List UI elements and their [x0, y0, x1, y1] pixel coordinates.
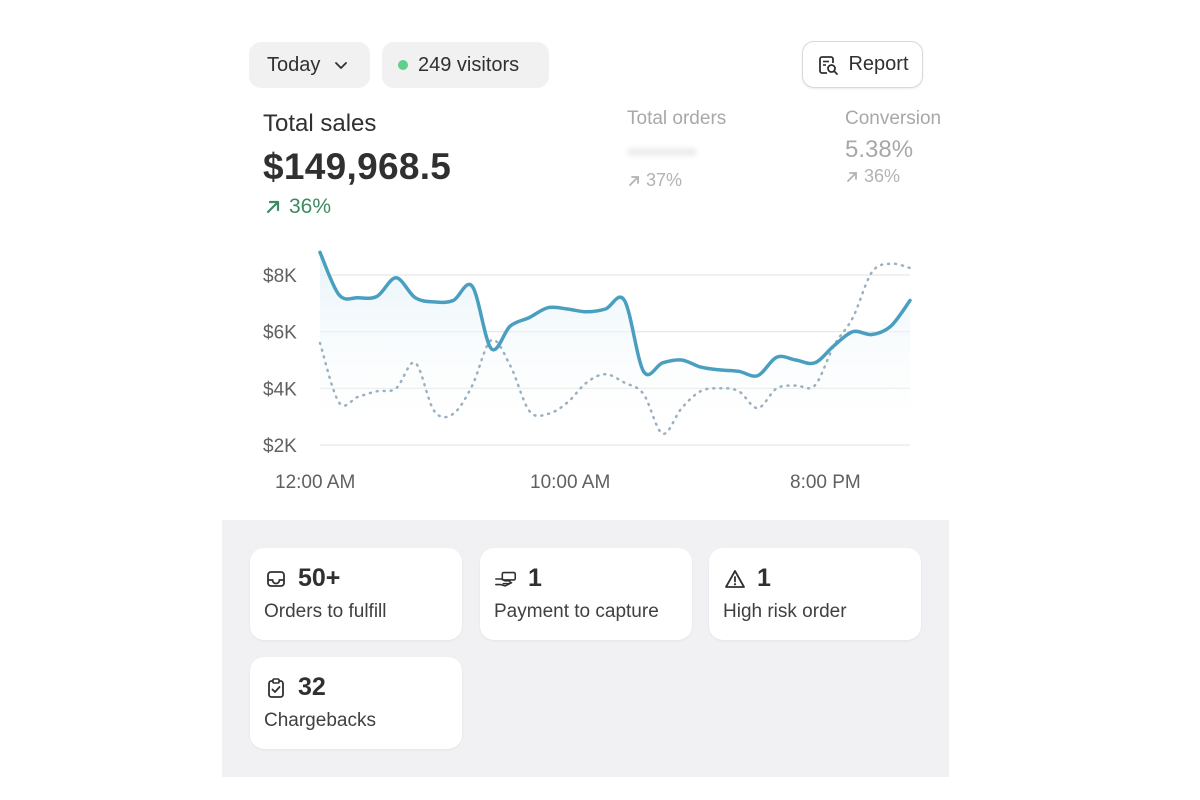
arrow-up-right-icon [627, 174, 641, 188]
x-tick-label: 8:00 PM [790, 472, 861, 493]
tile-label: High risk order [723, 601, 847, 622]
tile-orders-to-fulfill[interactable]: 50+ Orders to fulfill [250, 548, 462, 640]
total-sales-value: $149,968.5 [263, 146, 452, 187]
action-tiles-panel: 50+ Orders to fulfill 1 Payment to captu… [222, 520, 949, 777]
hand-money-icon [494, 567, 518, 591]
y-tick-label: $6K [263, 323, 297, 344]
tile-value: 32 [298, 673, 326, 701]
period-dropdown[interactable]: Today [249, 42, 370, 88]
inbox-icon [264, 567, 288, 591]
sales-overview-card: Today 249 visitors Report Total sales $1… [222, 0, 949, 777]
series-line-dotted [318, 262, 912, 435]
conversion-metric[interactable]: Conversion 5.38% 36% [845, 108, 949, 187]
x-tick-label: 12:00 AM [275, 472, 355, 493]
tile-value: 1 [757, 564, 771, 592]
y-tick-label: $2K [263, 436, 297, 457]
chevron-down-icon [330, 53, 352, 77]
tile-label: Chargebacks [264, 710, 376, 731]
period-label: Today [267, 53, 321, 76]
series-line-solid [318, 250, 912, 378]
total-sales-trend: 36% [263, 195, 331, 219]
tile-label: Orders to fulfill [264, 601, 387, 622]
visitors-badge: 249 visitors [382, 42, 549, 88]
total-orders-value-hidden [627, 148, 697, 156]
report-search-icon [816, 53, 840, 77]
report-label: Report [848, 53, 909, 75]
x-tick-label: 10:00 AM [530, 472, 610, 493]
series-area-fill [320, 252, 910, 445]
total-sales-label: Total sales [263, 110, 377, 137]
clipboard-check-icon [264, 676, 288, 700]
conversion-value: 5.38% [845, 136, 914, 163]
y-tick-label: $4K [263, 379, 297, 400]
arrow-up-right-icon [263, 197, 283, 217]
total-orders-label: Total orders [627, 108, 727, 129]
total-orders-metric[interactable]: Total orders 37% [627, 108, 726, 191]
sales-line-chart: $8K $6K $4K $2K 12:00 AM 10:00 AM 8:00 PM [263, 250, 912, 493]
visitors-label: 249 visitors [418, 53, 520, 76]
y-tick-label: $8K [263, 266, 297, 287]
total-sales-trend-value: 36% [289, 195, 332, 218]
conversion-label: Conversion [845, 108, 942, 129]
total-orders-trend-value: 37% [646, 170, 683, 190]
alert-triangle-icon [723, 567, 747, 591]
arrow-up-right-icon [845, 170, 859, 184]
tile-chargebacks[interactable]: 32 Chargebacks [250, 657, 462, 749]
report-button[interactable]: Report [802, 41, 923, 88]
total-orders-trend: 37% [627, 170, 726, 191]
conversion-trend-value: 36% [864, 166, 901, 186]
conversion-trend: 36% [845, 166, 949, 187]
tile-value: 1 [528, 564, 542, 592]
tile-value: 50+ [298, 564, 341, 592]
tile-high-risk-order[interactable]: 1 High risk order [709, 548, 921, 640]
tile-label: Payment to capture [494, 601, 659, 622]
tile-payment-to-capture[interactable]: 1 Payment to capture [480, 548, 692, 640]
live-dot-icon [398, 60, 408, 70]
